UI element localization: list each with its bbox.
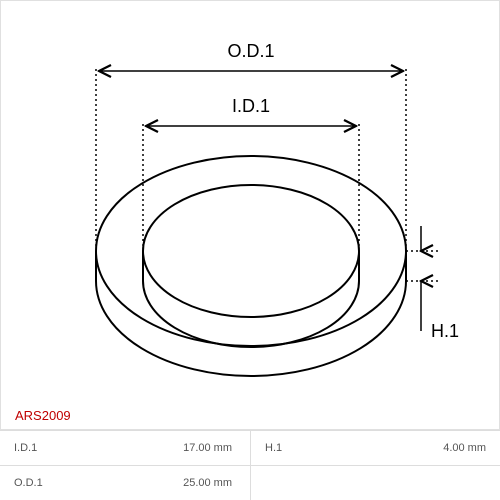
spec-value: 17.00 mm (120, 442, 250, 454)
height-label: H.1 (431, 321, 459, 342)
ring-diagram-svg (1, 1, 499, 429)
page: O.D.1 I.D.1 H.1 ARS2009 I.D.1 17.00 mm H… (0, 0, 500, 500)
spec-value: 4.00 mm (370, 442, 500, 454)
spec-label: I.D.1 (0, 442, 120, 454)
table-row: I.D.1 17.00 mm H.1 4.00 mm (0, 430, 500, 465)
spec-table: I.D.1 17.00 mm H.1 4.00 mm O.D.1 25.00 m… (0, 430, 500, 500)
table-row: O.D.1 25.00 mm (0, 465, 500, 500)
spec-label (250, 466, 370, 500)
outer-diameter-label: O.D.1 (227, 41, 274, 62)
technical-drawing: O.D.1 I.D.1 H.1 ARS2009 (0, 0, 500, 430)
spec-label: H.1 (250, 431, 370, 465)
spec-value: 25.00 mm (120, 477, 250, 489)
part-number: ARS2009 (15, 408, 71, 423)
spec-label: O.D.1 (0, 477, 120, 489)
inner-diameter-label: I.D.1 (232, 96, 270, 117)
